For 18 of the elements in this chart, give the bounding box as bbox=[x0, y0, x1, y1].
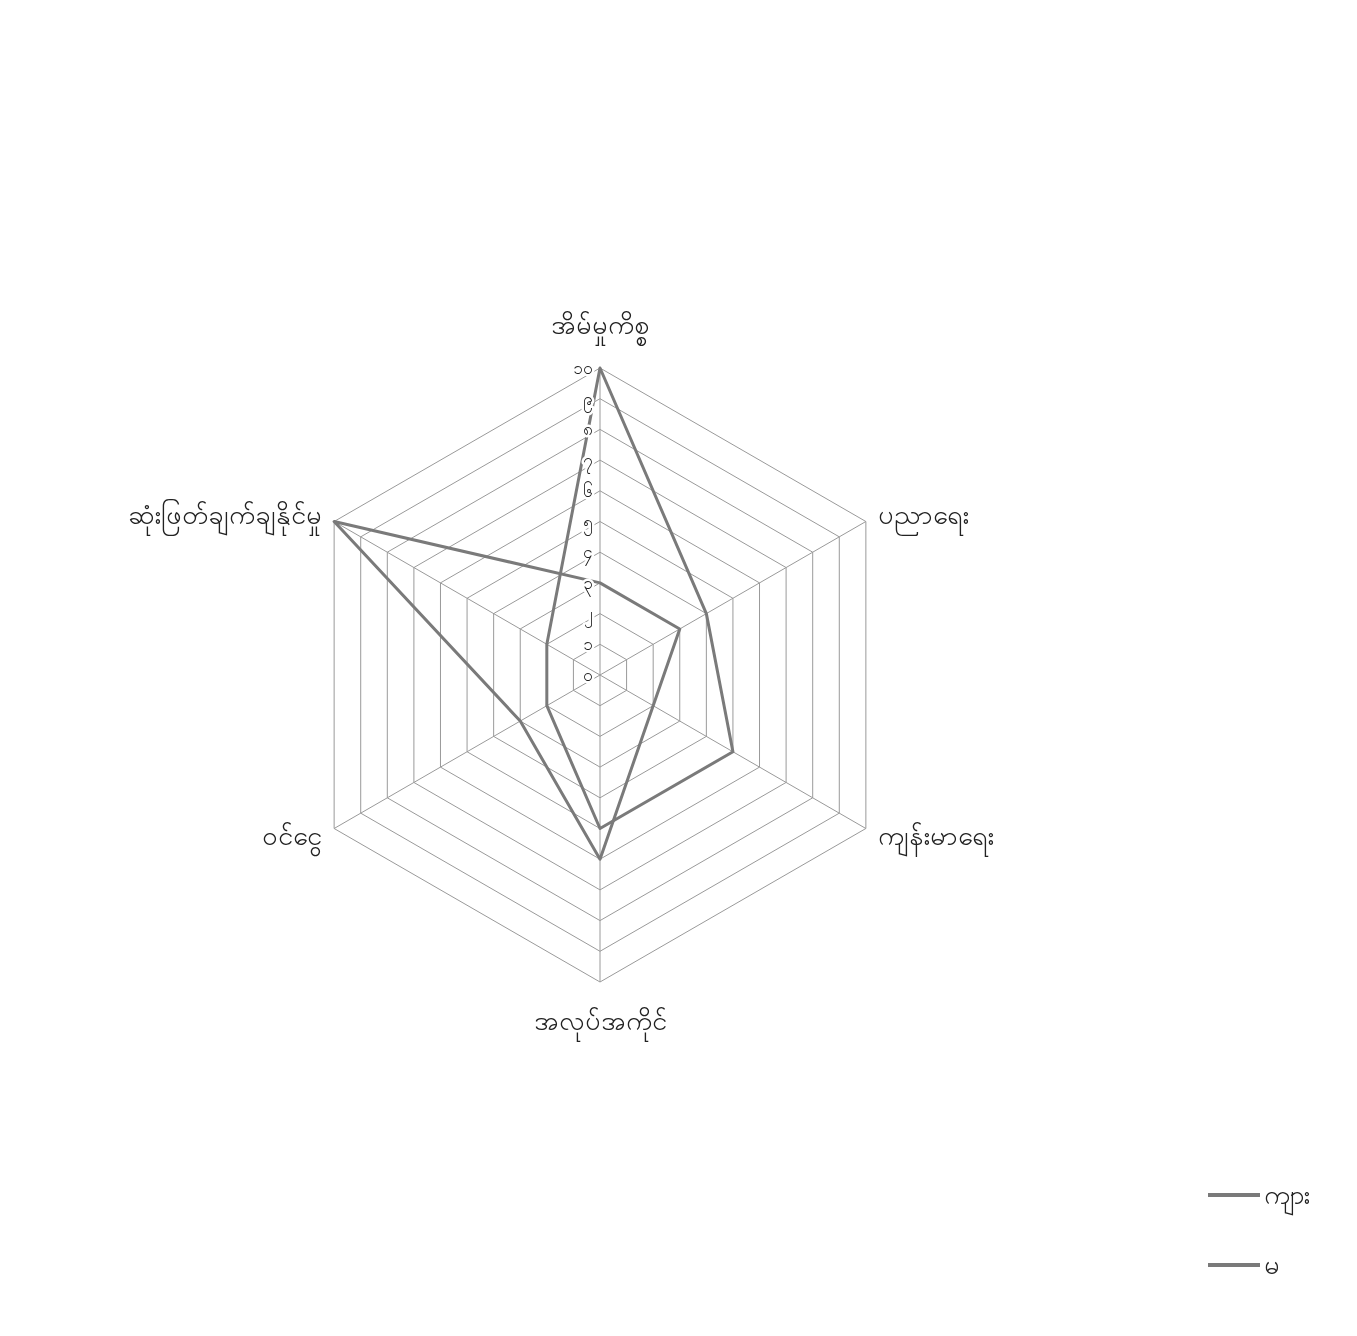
y-tick-label: ၁၀ bbox=[573, 358, 593, 378]
y-tick-label: ၉ bbox=[583, 388, 593, 413]
y-tick-label: ၁ bbox=[583, 634, 593, 655]
y-tick-label: ၀ bbox=[583, 665, 593, 685]
spoke-label: အလုပ်အကိုင် bbox=[533, 1005, 667, 1042]
spoke-label: ဆုံးဖြတ်ချက်ချနိုင်မှု bbox=[128, 497, 323, 536]
spoke-label: ပညာရေး bbox=[877, 498, 969, 536]
spoke-label: ဝင်ငွေ bbox=[262, 819, 323, 857]
y-tick-label: ၆ bbox=[583, 480, 593, 501]
y-tick-label: ၃ bbox=[583, 572, 593, 597]
spoke-label: ကျန်းမာရေး bbox=[877, 819, 994, 857]
y-tick-label: ၅ bbox=[583, 511, 593, 536]
spoke-label: အိမ်မှုကိစ္စ bbox=[551, 309, 649, 346]
legend-label: မ bbox=[1264, 1250, 1279, 1280]
y-tick-label: ၇ bbox=[583, 450, 593, 475]
legend-label: ကျား bbox=[1264, 1180, 1310, 1216]
y-tick-label: ၂ bbox=[584, 603, 593, 628]
y-tick-label: ၄ bbox=[583, 542, 593, 567]
